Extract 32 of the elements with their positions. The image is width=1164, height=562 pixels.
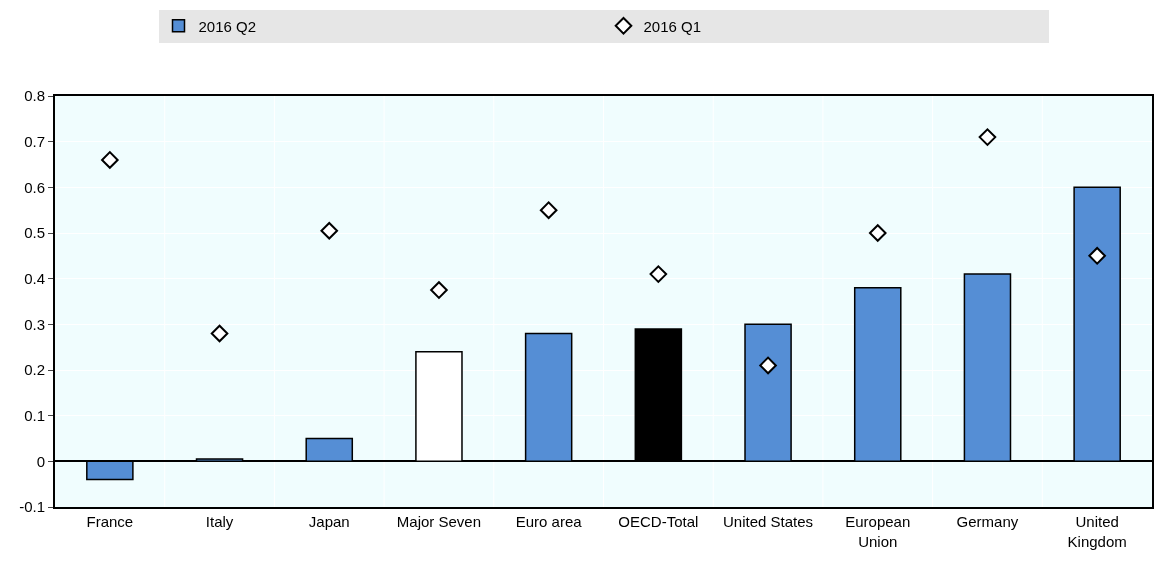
y-tick-label: 0.4 [24,269,45,287]
x-tick-label: European Union [845,513,911,550]
x-tick-label: Major Seven [396,513,482,530]
x-tick-label: Germany [956,513,1019,530]
x-tick-label: United Kingdom [1067,513,1127,550]
x-tick-label: Euro area [515,513,583,530]
y-tick-label: 0 [36,452,45,470]
y-tick-label: 0.7 [24,132,45,150]
x-tick-label: France [86,513,134,530]
legend-label: 2016 Q1 [643,17,702,35]
y-tick-label: 0.6 [24,178,45,196]
legend-label: 2016 Q2 [198,17,257,35]
point [649,265,668,283]
point [320,221,339,240]
point [759,356,777,375]
y-tick-label: 0.3 [24,315,45,333]
x-tick-label: OECD-Total [618,513,699,530]
point [430,281,448,299]
y-tick-label: 0.1 [24,406,45,424]
point [1088,247,1106,265]
point [101,151,119,169]
y-tick-label: 0.5 [24,224,45,242]
y-tick-label: 0.8 [24,87,45,105]
y-tick-label: -0.1 [19,498,45,516]
x-tick-label: Japan [308,513,350,530]
point [978,128,997,146]
x-tick-label: Italy [205,513,234,530]
point [868,224,887,242]
point [539,201,558,219]
x-tick-label: United States [723,513,814,530]
point [210,324,229,343]
y-tick-label: 0.2 [24,361,45,379]
